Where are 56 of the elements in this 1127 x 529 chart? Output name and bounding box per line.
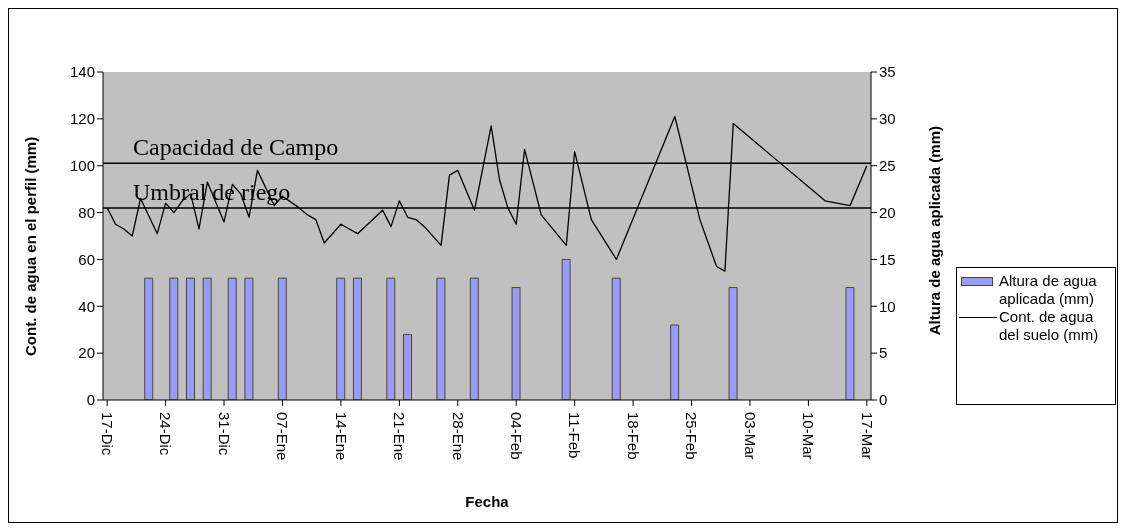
x-tick-label: 07-Ene [274, 412, 292, 461]
x-tick-label: 10-Mar [800, 412, 818, 460]
bar [469, 277, 479, 400]
y2-axis-title: Altura de agua aplicada (mm) [926, 126, 944, 336]
x-tick-label: 11-Feb [566, 412, 584, 459]
legend-label: Cont. de agua del suelo (mm) [999, 308, 1100, 344]
y-tick-label: 120 [69, 110, 95, 128]
y-tick-label: 60 [78, 250, 95, 268]
bar [244, 277, 254, 400]
x-tick-label: 31-Dic [215, 412, 233, 456]
y-tick-label: 40 [78, 297, 95, 315]
y2-tick-label: 20 [879, 203, 896, 221]
bar [386, 277, 396, 400]
x-tick-label: 21-Ene [391, 412, 409, 461]
bar [336, 277, 346, 400]
x-axis-title: Fecha [465, 493, 510, 510]
bar [436, 277, 446, 400]
bar [611, 277, 621, 400]
y2-tick-label: 30 [879, 110, 896, 128]
bar [227, 277, 237, 400]
x-tick-label: 28-Ene [449, 412, 467, 461]
x-tick-label: 25-Feb [683, 412, 701, 460]
bar [561, 258, 571, 400]
y-tick-label: 140 [69, 63, 95, 81]
bar [169, 277, 179, 400]
bar [511, 287, 521, 400]
y2-tick-label: 10 [879, 297, 896, 315]
y-tick-label: 0 [86, 391, 95, 409]
bar [728, 287, 738, 400]
y2-tick-label: 25 [879, 157, 896, 175]
bar [845, 287, 855, 400]
x-tick-label: 14-Ene [332, 412, 350, 461]
y-tick-label: 100 [69, 157, 95, 175]
bar [670, 324, 680, 400]
bar [185, 277, 195, 400]
x-tick-label: 17-Dic [98, 412, 116, 456]
bar [403, 333, 413, 400]
bar [277, 277, 287, 400]
line-series [106, 115, 868, 272]
y-axis-title: Cont. de agua en el perfil (mm) [22, 136, 40, 356]
y-tick-label: 20 [78, 344, 95, 362]
x-tick-label: 03-Mar [741, 412, 759, 460]
y2-tick-label: 35 [879, 63, 896, 81]
x-tick-label: 24-Dic [157, 412, 175, 456]
x-tick-label: 04-Feb [507, 412, 525, 460]
x-tick-label: 17-Mar [858, 412, 876, 460]
y2-tick-label: 0 [879, 391, 888, 409]
legend-label: Altura de agua aplicada (mm) [999, 272, 1098, 308]
y2-tick-label: 5 [879, 344, 888, 362]
bar [352, 277, 362, 400]
y2-tick-label: 15 [879, 250, 896, 268]
ref-line-label: Capacidad de Campo [133, 134, 339, 161]
bar [144, 277, 154, 400]
x-tick-label: 18-Feb [624, 412, 642, 460]
bar [202, 277, 212, 400]
y-tick-label: 80 [78, 203, 95, 221]
